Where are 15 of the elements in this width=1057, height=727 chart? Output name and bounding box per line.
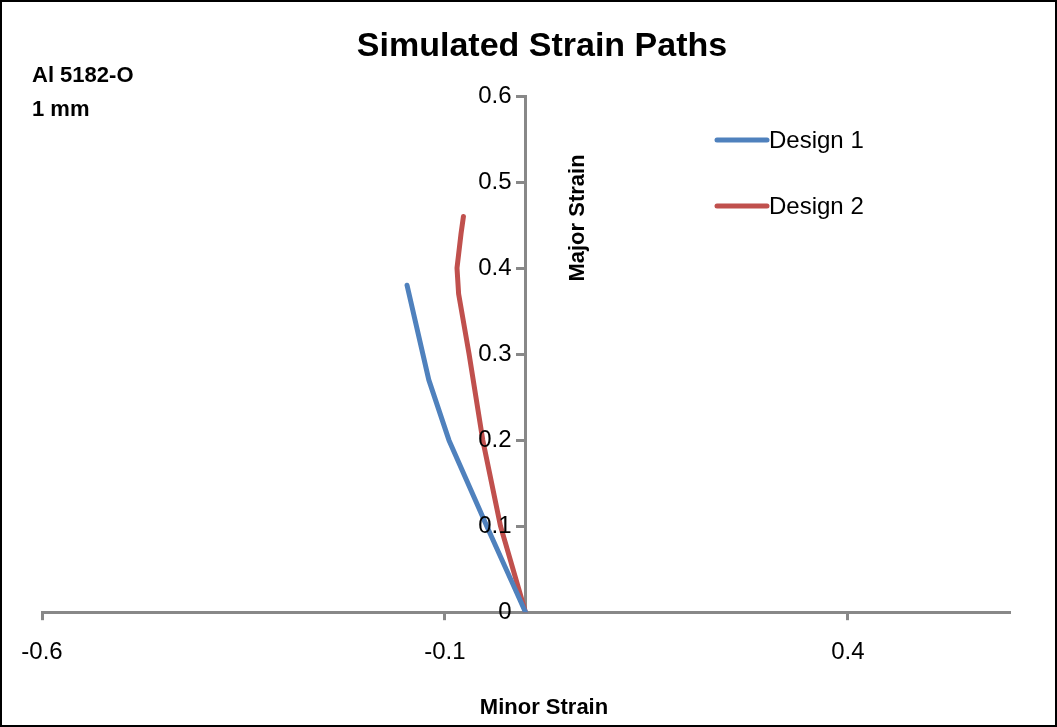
y-tick-label: 0.5 [478,166,512,194]
y-axis-title: Major Strain [563,154,589,282]
legend-label: Design 1 [769,125,864,153]
y-tick-label: 0.3 [478,338,512,366]
y-tick-label: 0 [498,596,512,624]
text: Al 5182-O [32,62,134,88]
x-tick-label: -0.6 [21,637,63,665]
legend-label: Design 2 [769,191,864,219]
y-tick-label: 0.6 [478,80,512,108]
y-tick-label: 0.4 [478,252,512,280]
annotation: 1 mm [32,96,90,122]
x-axis-title: Minor Strain [479,694,609,720]
x-tick-label: 0.4 [831,637,865,665]
x-tick-label: -0.1 [424,637,466,665]
chart-title: Simulated Strain Paths [356,25,728,64]
